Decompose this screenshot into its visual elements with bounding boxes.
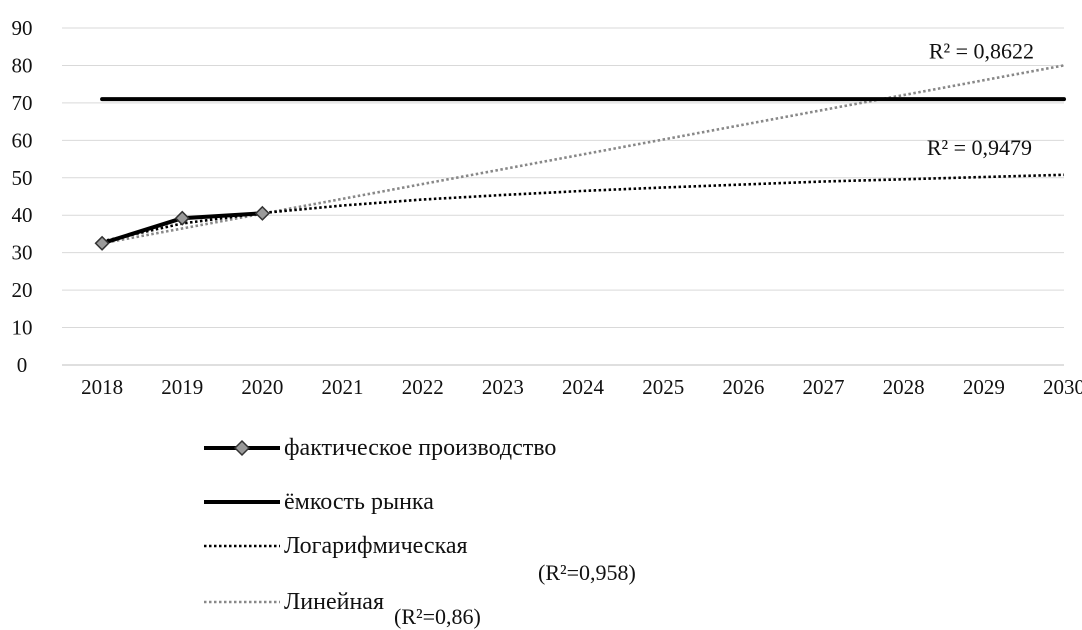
x-tick-label: 2027 (803, 375, 845, 399)
gridlines (62, 27, 1064, 366)
y-tick-labels: 0 10 20 30 40 50 60 70 80 90 (12, 16, 33, 377)
x-tick-labels: 2018 2019 2020 2021 2022 2023 2024 2025 2026 2027… (81, 375, 1082, 399)
legend-label-market-capacity: ёмкость рынка (284, 488, 434, 515)
legend-swatch-log-trend (204, 544, 280, 548)
legend-sub-log-trend: (R²=0,958) (538, 560, 636, 585)
x-tick-label: 2026 (722, 375, 764, 399)
x-tick-label: 2021 (322, 375, 364, 399)
legend-label-log-trend: Логарифмическая (284, 532, 468, 559)
x-tick-label: 2022 (402, 375, 444, 399)
series-layer (94, 64, 1066, 251)
y-tick-label: 40 (12, 203, 33, 227)
legend-item-linear-trend: Линейная (200, 582, 384, 622)
x-tick-label: 2030 (1043, 375, 1082, 399)
y-tick-label: 90 (12, 16, 33, 40)
x-tick-label: 2019 (161, 375, 203, 399)
legend-item-log-trend: Логарифмическая (200, 526, 468, 566)
y-tick-label: 70 (12, 91, 33, 115)
x-tick-label: 2029 (963, 375, 1005, 399)
y-tick-label: 10 (12, 316, 33, 340)
y-tick-label: 20 (12, 278, 33, 302)
legend-sub-linear-trend: (R²=0,86) (394, 604, 481, 629)
legend-item-production: фактическое производство (200, 428, 556, 468)
x-tick-label: 2028 (883, 375, 925, 399)
y-tick-label: 60 (12, 128, 33, 152)
legend-swatch-linear-trend (204, 600, 280, 604)
legend-swatch-market-capacity (204, 500, 280, 504)
y-tick-label: 50 (12, 166, 33, 190)
legend-label-linear-trend: Линейная (284, 588, 384, 615)
y-tick-label: 80 (12, 53, 33, 77)
data-point (254, 205, 270, 221)
series-line (101, 64, 1065, 245)
x-tick-label: 2020 (241, 375, 283, 399)
legend-swatch-production (204, 439, 280, 457)
legend-label-production: фактическое производство (284, 434, 557, 461)
x-tick-label: 2025 (642, 375, 684, 399)
y-tick-label: 30 (12, 241, 33, 265)
data-point (174, 210, 190, 226)
x-tick-label: 2023 (482, 375, 524, 399)
r2-labels: R² = 0,8622 R² = 0,9479 (927, 38, 1034, 159)
data-point (94, 235, 110, 251)
r2-label-log: R² = 0,9479 (927, 135, 1032, 160)
legend-item-market-capacity: ёмкость рынка (200, 482, 434, 522)
series-line (101, 173, 1065, 243)
x-tick-label: 2024 (562, 375, 605, 399)
r2-label-linear: R² = 0,8622 (929, 38, 1034, 63)
x-tick-label: 2018 (81, 375, 123, 399)
y-tick-label: 0 (17, 353, 28, 377)
